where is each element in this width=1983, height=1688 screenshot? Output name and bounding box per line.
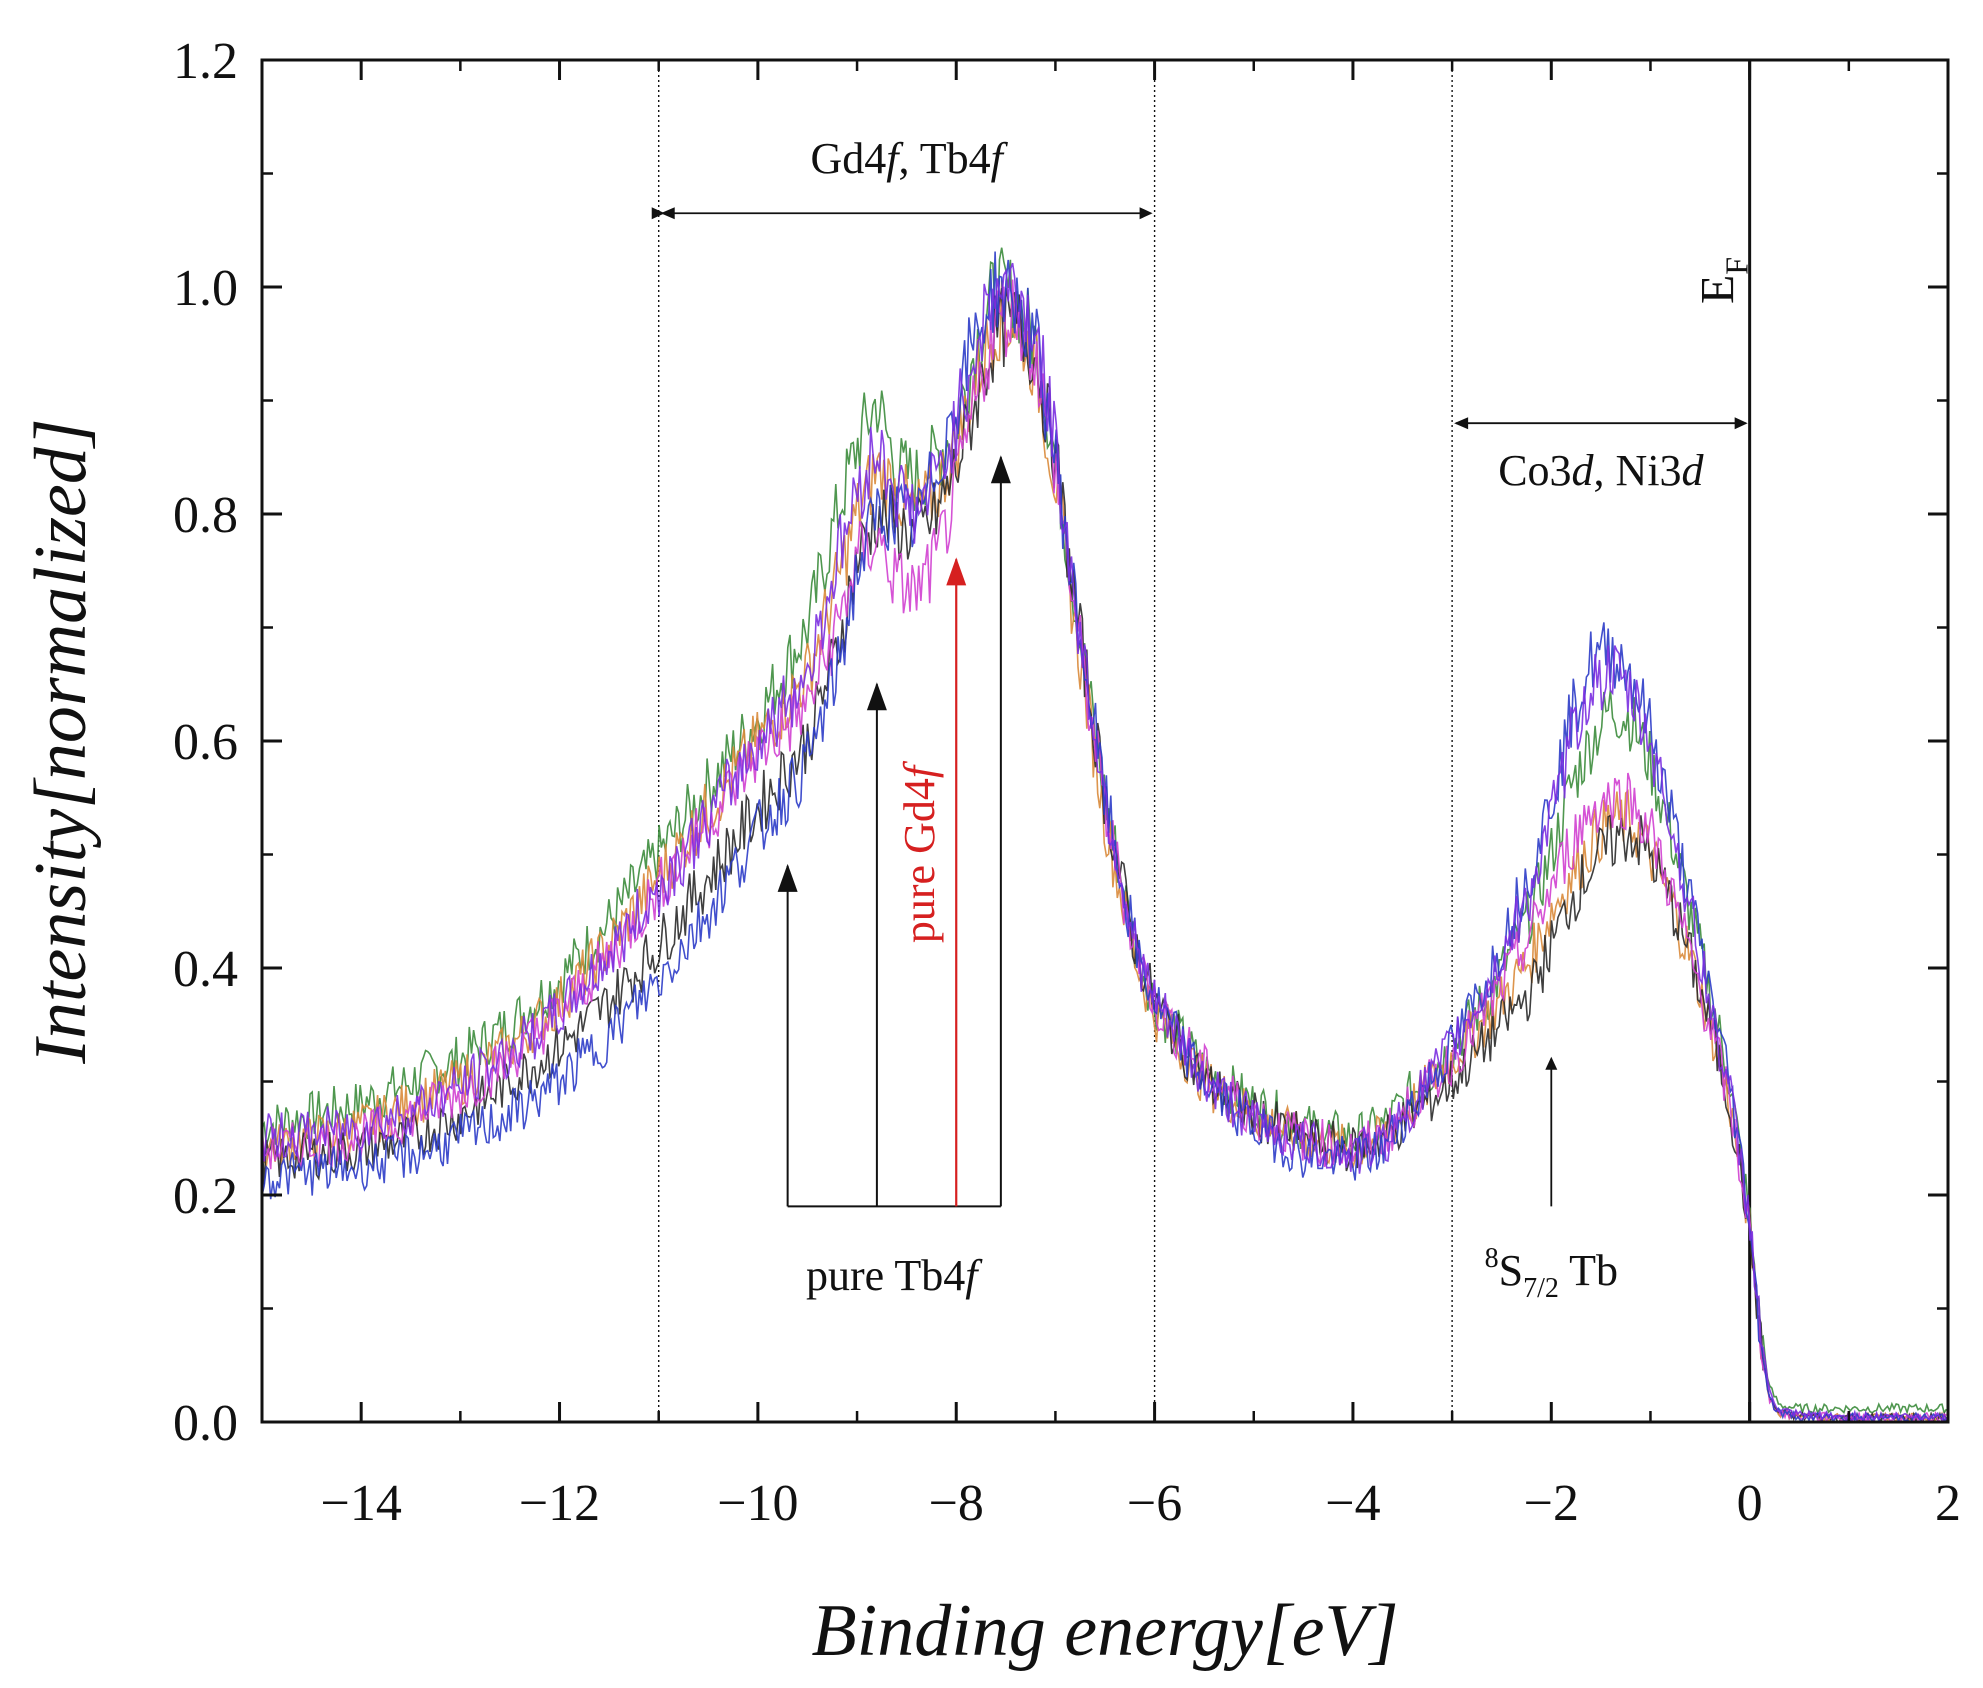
series-blue xyxy=(262,251,1948,1422)
series-violet xyxy=(262,262,1948,1422)
fermi-level-label: EF xyxy=(1692,257,1755,304)
y-tick-label: 0.2 xyxy=(173,1168,238,1225)
x-tick-label: −6 xyxy=(1127,1475,1182,1532)
gd-tb-4f-label: Gd4f, Tb4f xyxy=(810,134,1008,183)
x-tick-label: −2 xyxy=(1524,1475,1579,1532)
x-tick-label: −4 xyxy=(1325,1475,1380,1532)
x-tick-label: 0 xyxy=(1737,1475,1763,1532)
data-series xyxy=(262,247,1948,1422)
y-tick-label: 0.8 xyxy=(173,487,238,544)
y-tick-label: 0.0 xyxy=(173,1395,238,1452)
y-axis-label: Intensity[normalized] xyxy=(20,418,102,1064)
x-tick-label: −10 xyxy=(717,1475,798,1532)
co-ni-3d-arrowhead-left xyxy=(1454,417,1469,430)
y-tick-label: 0.4 xyxy=(173,941,238,998)
y-tick-label: 1.0 xyxy=(173,260,238,317)
annotations: Gd4f, Tb4f Co3d, Ni3d pure Tb4f pure Gd4f 8S… xyxy=(651,134,1755,1304)
y-tick-label: 1.2 xyxy=(173,33,238,90)
x-tick-label: −12 xyxy=(519,1475,600,1532)
y-tick-label: 0.6 xyxy=(173,714,238,771)
co-ni-3d-label: Co3d, Ni3d xyxy=(1498,446,1704,495)
s72-tb-label: 8S7/2 Tb xyxy=(1485,1243,1618,1304)
pure-tb4f-label: pure Tb4f xyxy=(806,1251,983,1300)
y-axis: 0.0 0.2 0.4 0.6 0.8 1.0 1.2 xyxy=(173,33,1948,1452)
x-axis-label: Binding energy[eV] xyxy=(811,1590,1398,1672)
x-tick-label: −14 xyxy=(321,1475,402,1532)
x-tick-label: −8 xyxy=(929,1475,984,1532)
vertical-guides xyxy=(658,60,1752,1422)
x-axis: −14 −12 −10 −8 −6 −4 −2 0 2 xyxy=(260,60,1961,1532)
gd-tb-4f-arrowhead-left xyxy=(660,207,675,220)
pure-gd4f-label: pure Gd4f xyxy=(895,760,944,943)
x-tick-label: 2 xyxy=(1935,1475,1961,1532)
